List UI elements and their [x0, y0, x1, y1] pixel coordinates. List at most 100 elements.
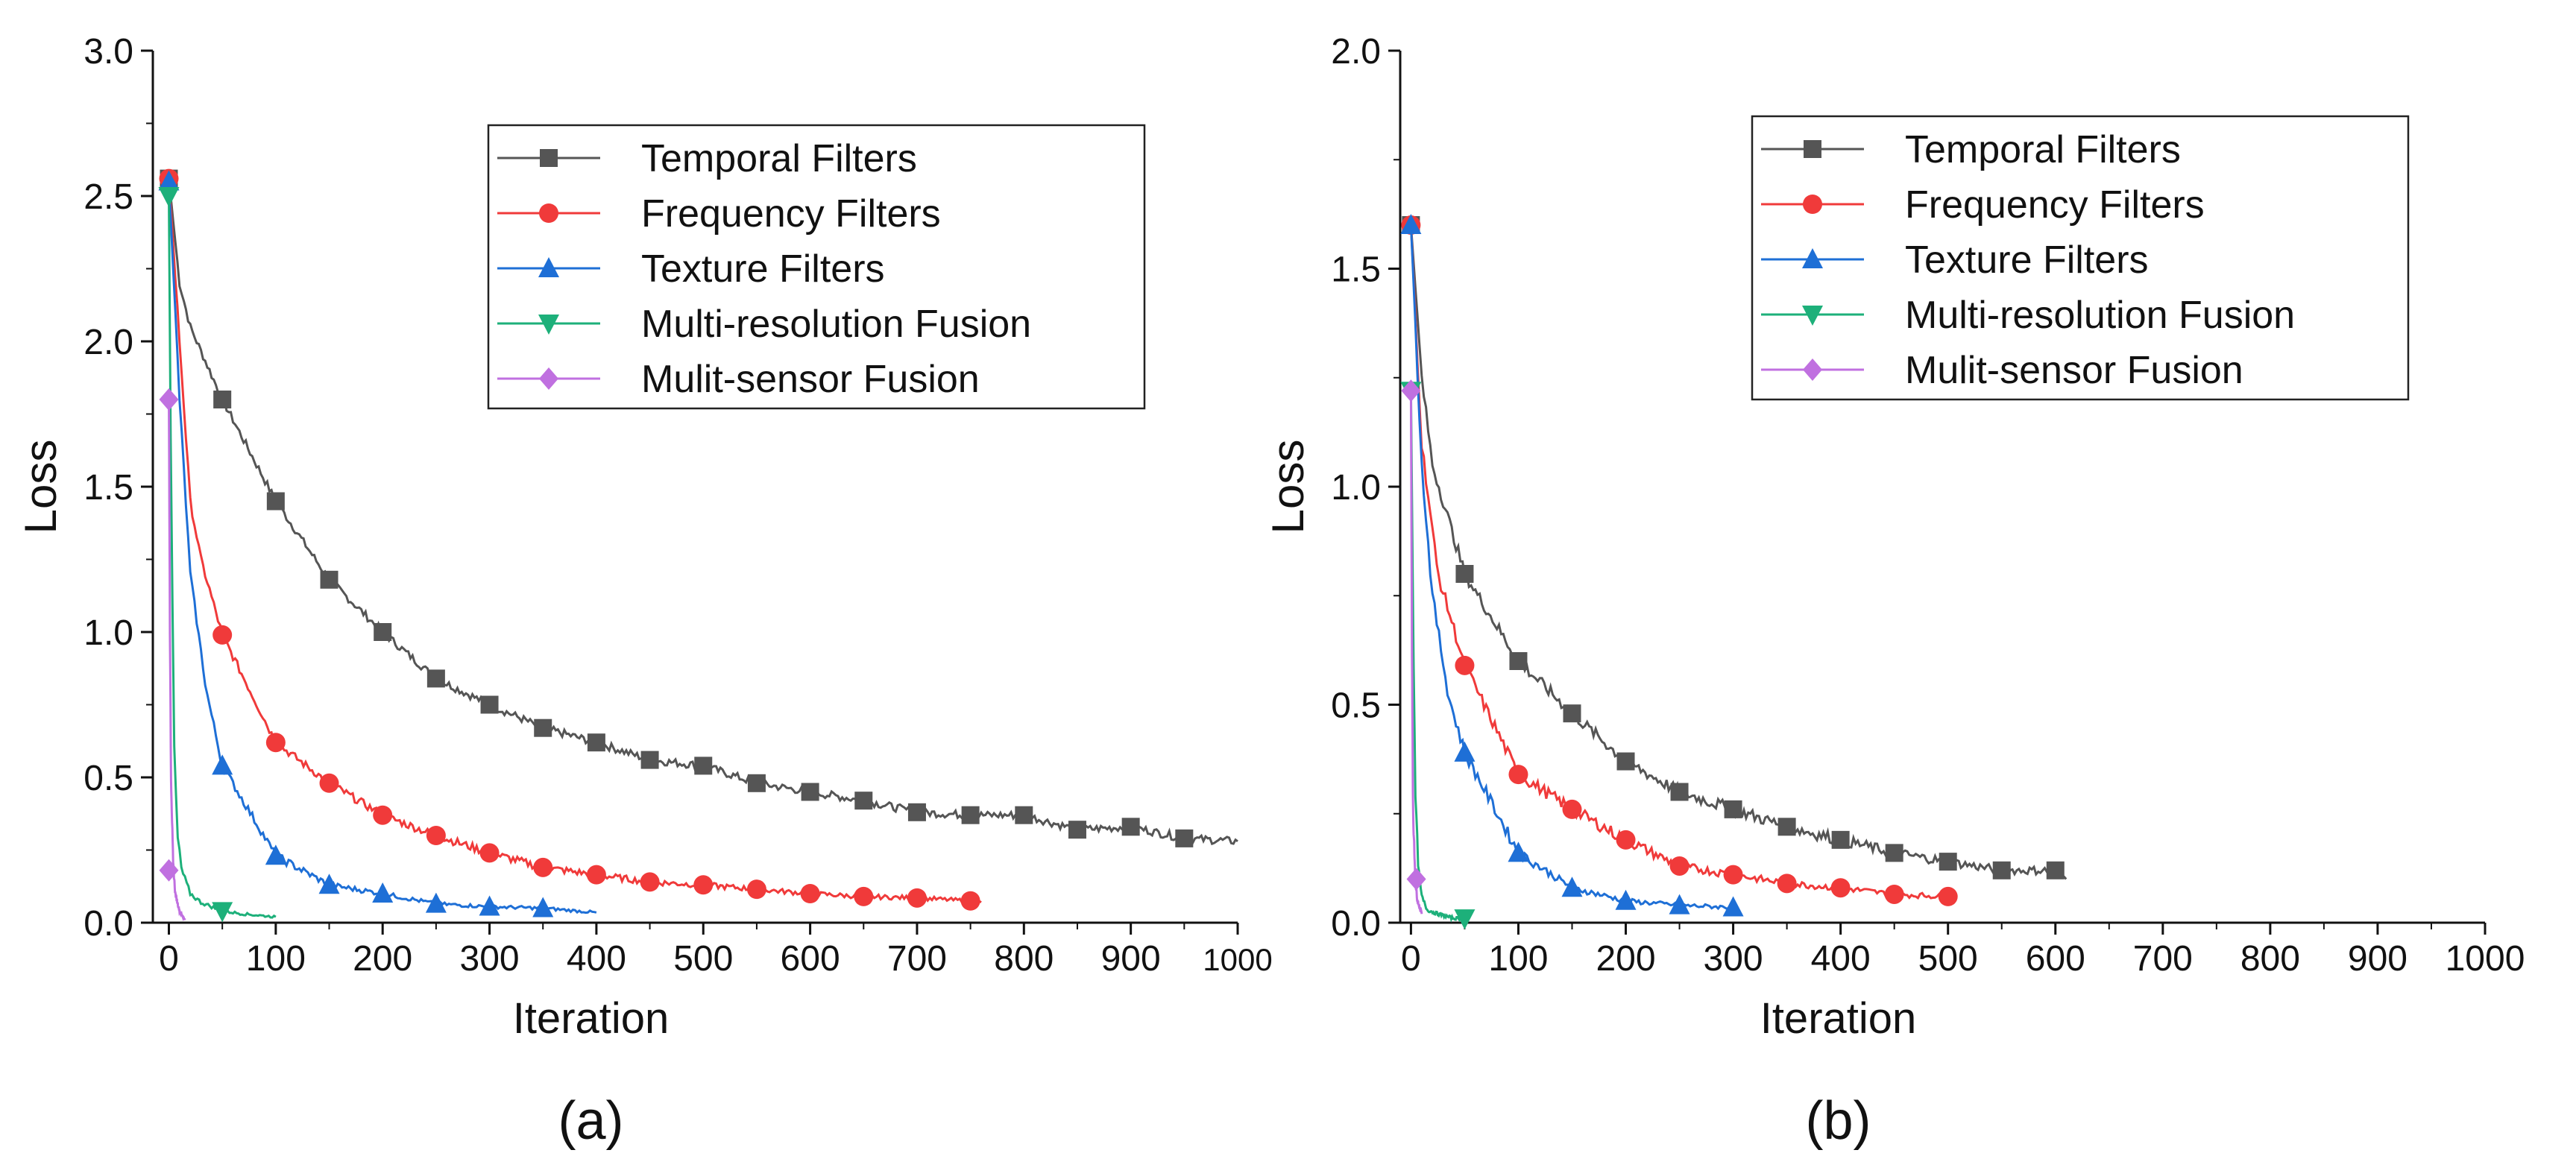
x-tick-label: 100 [246, 939, 306, 979]
x-tick-label: 300 [1704, 939, 1763, 979]
legend-entry-multi-resolution-fusion: Multi-resolution Fusion [641, 303, 1031, 346]
data-point-marker [854, 792, 873, 810]
y-axis-title: Loss [16, 440, 66, 534]
legend-entry-frequency-filters: Frequency Filters [641, 192, 941, 236]
x-tick-label: 300 [460, 939, 520, 979]
series-texture-filters [1400, 214, 1744, 917]
legend-entry-mulit-sensor-fusion: Mulit-sensor Fusion [1905, 349, 2243, 392]
data-point-marker [158, 187, 180, 207]
x-tick-label: 600 [2026, 939, 2085, 979]
data-point-marker [1723, 865, 1743, 885]
y-tick-label: 2.5 [84, 177, 133, 217]
y-axis-title: Loss [1263, 440, 1313, 534]
data-point-marker [586, 865, 606, 885]
x-tick-label: 1000 [1203, 942, 1272, 977]
x-tick-label: 800 [994, 939, 1054, 979]
x-tick-label: 500 [1918, 939, 1978, 979]
data-point-marker [1455, 565, 1474, 583]
data-point-marker [1992, 861, 2011, 879]
legend-entry-texture-filters: Texture Filters [641, 247, 885, 291]
x-tick-label: 100 [1488, 939, 1548, 979]
data-point-marker [1175, 829, 1194, 847]
legend-entry-multi-resolution-fusion: Multi-resolution Fusion [1905, 294, 2295, 337]
data-point-marker [212, 625, 233, 645]
legend-entry-temporal-filters: Temporal Filters [641, 137, 917, 180]
data-point-marker [265, 733, 286, 753]
data-point-marker [159, 388, 179, 411]
data-point-marker [1670, 783, 1689, 801]
data-point-marker [532, 897, 554, 917]
data-point-marker [640, 751, 659, 769]
data-point-marker [801, 783, 819, 801]
data-point-marker [372, 882, 394, 903]
x-tick-label: 200 [1596, 939, 1655, 979]
data-point-marker [213, 391, 232, 408]
data-point-marker [1669, 894, 1690, 914]
y-tick-label: 1.0 [84, 613, 133, 653]
data-point-marker [1454, 909, 1476, 930]
data-point-marker [1508, 841, 1529, 862]
data-point-marker [1455, 655, 1475, 675]
y-tick-label: 2.0 [1331, 32, 1381, 72]
data-point-marker [747, 774, 766, 792]
legend-swatch-marker [538, 315, 559, 335]
data-point-marker [854, 886, 874, 906]
legend: Temporal Filters Frequency Filters Texture… [1751, 115, 2410, 401]
y-tick-label: 0.0 [84, 904, 133, 944]
x-tick-label: 0 [1401, 939, 1421, 979]
legend-swatch-marker [1803, 195, 1822, 214]
data-point-marker [746, 879, 766, 900]
legend-swatch-marker [539, 203, 558, 223]
legend-box [1751, 115, 2410, 401]
data-point-marker [1831, 830, 1850, 849]
data-point-marker [1509, 652, 1528, 670]
legend-swatch-marker [539, 367, 558, 390]
data-point-marker [960, 891, 980, 911]
x-tick-label: 700 [887, 939, 947, 979]
data-point-marker [320, 570, 338, 589]
data-point-marker [480, 695, 499, 714]
data-point-marker [1616, 752, 1635, 771]
data-point-marker [1406, 868, 1426, 891]
series-line [1409, 391, 1465, 923]
data-point-marker [907, 888, 927, 908]
data-point-marker [1561, 876, 1583, 897]
data-point-marker [1939, 853, 1957, 871]
data-point-marker [373, 805, 393, 825]
data-point-marker [1722, 896, 1744, 917]
x-tick-label: 700 [2133, 939, 2193, 979]
data-point-marker [1562, 799, 1582, 819]
data-point-marker [319, 773, 339, 793]
data-point-marker [318, 874, 340, 894]
series-texture-filters [158, 170, 597, 917]
data-point-marker [1400, 214, 1422, 234]
legend-entry-texture-filters: Texture Filters [1905, 239, 2149, 282]
series-multi-resolution-fusion [158, 187, 277, 923]
panel-label: (b) [1806, 1091, 1871, 1151]
data-point-marker [1508, 765, 1528, 785]
data-point-marker [1830, 878, 1851, 898]
data-point-marker [1401, 379, 1421, 402]
x-tick-label: 900 [1101, 939, 1161, 979]
y-tick-label: 1.5 [1331, 250, 1381, 290]
y-tick-label: 0.5 [1331, 686, 1381, 726]
data-point-marker [533, 857, 553, 877]
data-point-marker [374, 623, 392, 641]
legend-entry-mulit-sensor-fusion: Mulit-sensor Fusion [641, 358, 980, 401]
data-point-marker [1615, 889, 1637, 910]
data-point-marker [212, 902, 233, 923]
legend-swatch-marker [540, 149, 558, 167]
x-tick-label: 200 [353, 939, 412, 979]
data-point-marker [479, 843, 500, 863]
x-axis-title: Iteration [513, 994, 670, 1043]
legend-swatch-marker [538, 257, 559, 277]
x-tick-label: 400 [1811, 939, 1871, 979]
data-point-marker [1454, 741, 1476, 762]
y-tick-label: 2.0 [84, 323, 133, 362]
data-point-marker [1563, 704, 1581, 723]
x-tick-label: 500 [673, 939, 733, 979]
chart-panel-a: 0.0 0.5 1.0 1.5 2.0 2.5 3.0 0 100 200 300 400 500 600… [16, 32, 1273, 1151]
panel-label: (a) [558, 1091, 624, 1151]
chart-panel-b: 0.0 0.5 1.0 1.5 2.0 0 100 200 300 400 500 600 700 800… [1263, 32, 2525, 1151]
data-point-marker [426, 826, 446, 845]
